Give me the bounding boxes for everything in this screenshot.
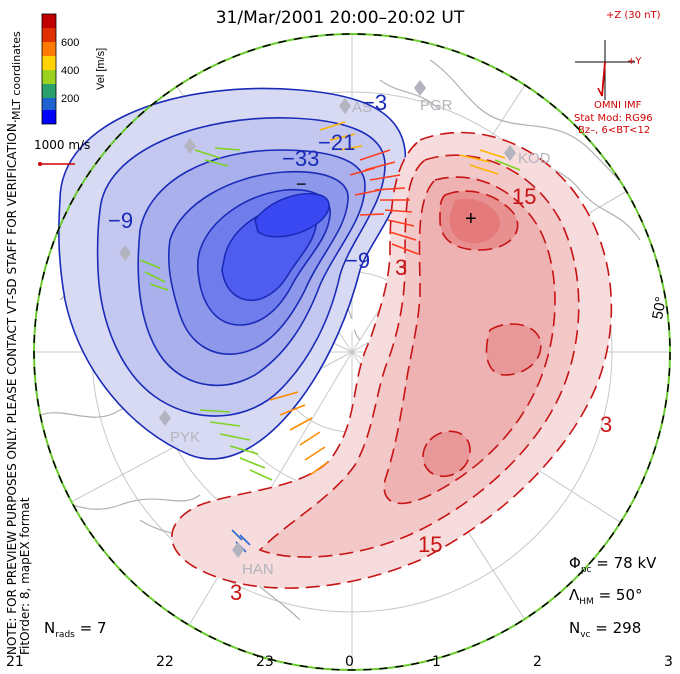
station-pgr: PGR [420,97,453,114]
station-marker-as [339,98,351,114]
colorbar-tick-600: 600 [61,37,79,49]
mlt-tick-2: 2 [533,654,542,670]
scale-vector-label: 1000 m/s [34,138,91,152]
latitude-label: 50° [649,295,670,320]
nrads-value: = 7 [79,619,107,637]
colorbar-tick-400: 400 [61,65,79,77]
phi-symbol: Φ [569,554,581,572]
contour-label-pos3c: 3 [230,580,242,605]
contour-label-neg9b: −9 [345,248,370,273]
imf-dial [575,40,635,100]
vector-count: Nvc = 298 [569,619,641,640]
imf-vector [601,61,606,97]
contour-label-pos3b: 3 [600,412,612,437]
nrads-symbol: N [44,619,56,637]
imf-condition: Bz–, 6<BT<12 [578,125,651,136]
mlt-tick-22: 22 [156,654,174,670]
preview-note: NOTE: FOR PREVIEW PURPOSES ONLY. PLEASE … [5,119,32,655]
hm-boundary [33,33,671,671]
mlt-coordinates-label: MLT coordinates [10,31,23,120]
station-han: HAN [242,561,274,578]
phi-value: = 78 kV [596,554,657,572]
gap-patch [344,318,356,332]
imf-y-label: +Y [627,56,642,67]
station-marker-pyk [159,410,171,426]
contour-labels: −9 −21 −33 −9 −3 15 3 15 3 3 [108,90,612,605]
fit-order-note: FitOrder: 8, mapEX format [18,497,32,655]
station-marker-han [232,542,244,558]
station-marker-extra2 [119,245,131,261]
station-marker-extra [184,138,196,154]
negative-potential-cell [58,87,407,460]
nvc-symbol: N [569,619,581,637]
colorbar-ticks: 600 400 200 [61,37,79,105]
mlt-tick-23: 23 [256,654,274,670]
contour-label-pos15a: 15 [512,184,536,209]
stat-model: Stat Mod: RG96 [574,113,653,124]
contour-label-pos15b: 15 [418,532,442,557]
station-labels: PGR KOD AS PYK HAN [170,97,551,578]
nvc-value: = 298 [595,619,642,637]
nrads-subscript: rads [55,630,75,640]
contour-label-pos3a: 3 [395,255,407,280]
mlt-tick-3: 3 [664,654,673,670]
imf-source: OMNI IMF [594,100,642,111]
lambda-subscript: HM [579,597,594,607]
station-marker-kod [504,145,516,161]
contour-label-neg33: −33 [282,146,319,171]
map-title: 31/Mar/2001 20:00–20:02 UT [215,8,465,28]
colorbar-label: Vel [m/s] [95,48,107,90]
contour-label-neg9a: −9 [108,208,133,233]
imf-z-label: +Z (30 nT) [606,10,661,21]
contour-label-neg21: −21 [318,130,355,155]
station-marker-pgr [414,80,426,96]
contour-label-neg3: −3 [362,90,387,115]
lambda-symbol: Λ [569,586,580,604]
colorbar [41,13,57,125]
radar-stations [119,80,516,558]
mlt-tick-0: 0 [345,654,354,670]
mlt-tick-21: 21 [6,654,24,670]
potential-minimum-marker: − [296,174,307,194]
velocity-vectors [139,121,521,553]
cross-polar-potential: Φpc = 78 kV [569,554,656,575]
phi-subscript: pc [580,565,592,575]
lambda-value: = 50° [598,586,643,604]
potential-maximum-marker: + [465,208,477,230]
scale-vector-dot [38,162,42,166]
nvc-subscript: vc [580,630,591,640]
radar-count: Nrads = 7 [44,619,107,640]
positive-potential-cell [171,131,613,589]
colorbar-tick-200: 200 [61,93,79,105]
station-kod: KOD [518,150,551,167]
hm-boundary-latitude: ΛHM = 50° [569,586,643,607]
mlt-tick-1: 1 [432,654,441,670]
station-as: AS [352,99,372,116]
station-pyk: PYK [170,429,200,446]
